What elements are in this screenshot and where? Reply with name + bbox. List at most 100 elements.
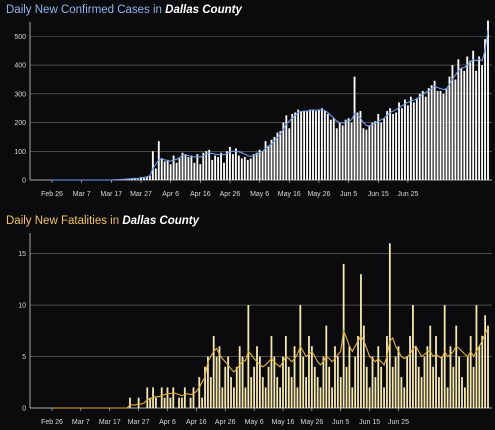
cases-bar — [184, 154, 187, 180]
fatalities-bar — [129, 397, 131, 408]
cases-x-tick-label: May 6 — [250, 191, 269, 198]
fatalities-bar — [235, 366, 238, 408]
cases-title-prefix: Daily New Confirmed Cases in — [6, 4, 162, 16]
cases-y-tick-label: 400 — [14, 63, 26, 70]
fatalities-bar — [417, 366, 420, 408]
fatalities-bar — [261, 377, 264, 408]
cases-bar — [338, 122, 341, 180]
cases-x-tick-label: Jun 15 — [368, 191, 389, 198]
cases-bar — [487, 20, 489, 181]
fatalities-bar — [380, 366, 383, 408]
fatalities-bar — [287, 366, 290, 408]
cases-bar — [469, 60, 472, 181]
fatalities-bar — [443, 305, 446, 408]
cases-bar — [309, 109, 311, 180]
fatalities-bar — [308, 335, 310, 408]
cases-bar — [404, 99, 406, 180]
cases-x-tick-label: Mar 7 — [73, 191, 91, 198]
fatalities-x-tick-label: Jun 15 — [359, 419, 380, 426]
fatalities-bar — [478, 346, 481, 408]
cases-bar — [249, 158, 252, 180]
cases-bar — [389, 108, 392, 180]
cases-bar — [234, 148, 237, 180]
cases-bar — [154, 168, 157, 180]
fatalities-title-place: Dallas County — [122, 215, 200, 227]
cases-bar — [386, 111, 389, 180]
fatalities-bar — [360, 274, 362, 408]
fatalities-bar — [481, 335, 484, 408]
fatalities-y-tick-label: 10 — [18, 303, 26, 310]
fatalities-bar — [149, 397, 152, 408]
fatalities-bar — [388, 243, 391, 408]
cases-bar — [193, 162, 196, 180]
cases-bar — [436, 90, 439, 180]
cases-bar — [380, 122, 383, 180]
fatalities-bar — [334, 346, 336, 408]
fatalities-bar — [446, 387, 449, 408]
cases-bar — [273, 136, 276, 180]
cases-bar — [326, 113, 329, 180]
cases-bar — [368, 125, 371, 180]
cases-bar — [258, 149, 261, 180]
cases-x-tick-label: Feb 26 — [41, 191, 63, 198]
cases-bar — [232, 154, 234, 180]
fatalities-bar — [181, 397, 183, 408]
fatalities-bar — [178, 397, 180, 408]
fatalities-bar — [354, 356, 357, 408]
cases-x-tick-label: Jun 25 — [397, 191, 418, 198]
fatalities-bar — [310, 346, 313, 408]
cases-chart: 0 100 200 300 400 500 Feb 26 Mar 7 Mar 17 Mar 27 A… — [14, 20, 492, 198]
cases-bar — [288, 128, 291, 180]
fatalities-bar — [316, 377, 319, 408]
fatalities-bar — [282, 356, 284, 408]
fatalities-bar — [357, 335, 359, 408]
cases-bar — [279, 131, 282, 180]
cases-bar — [371, 122, 374, 180]
fatalities-bar — [455, 325, 458, 408]
fatalities-bar — [207, 356, 209, 408]
fatalities-bar — [484, 315, 487, 408]
fatalities-bar — [270, 335, 273, 408]
cases-bar — [276, 132, 279, 180]
cases-bar — [442, 93, 445, 180]
cases-bar — [472, 50, 475, 181]
fatalities-bar — [400, 377, 403, 408]
cases-bar — [187, 157, 190, 180]
fatalities-bar — [204, 366, 206, 408]
cases-bar — [220, 152, 222, 180]
fatalities-bar — [250, 377, 253, 408]
cases-x-tick-label: Mar 27 — [130, 191, 152, 198]
cases-bar — [190, 155, 193, 180]
cases-bar — [169, 164, 172, 180]
cases-bar — [329, 119, 332, 180]
fatalities-chart: 0 5 10 15 Feb 26 Mar 7 Mar 17 Mar 27 Apr 6 Apr 16… — [18, 233, 492, 426]
cases-bar — [478, 56, 481, 180]
fatalities-bar — [305, 377, 307, 408]
cases-bar — [475, 70, 478, 180]
fatalities-bar — [328, 366, 331, 408]
fatalities-bar — [406, 356, 409, 408]
cases-bar — [356, 112, 359, 180]
fatalities-bar — [215, 356, 218, 408]
fatalities-bar — [362, 325, 365, 408]
cases-bar — [264, 141, 267, 180]
cases-bar — [460, 67, 463, 180]
cases-bar — [211, 159, 214, 180]
cases-bar — [463, 70, 466, 180]
cases-bar — [335, 128, 338, 180]
cases-bar — [315, 111, 317, 180]
fatalities-bar — [377, 346, 380, 408]
fatalities-bar — [325, 325, 328, 408]
cases-title-place: Dallas County — [165, 4, 242, 16]
cases-bar — [344, 119, 347, 180]
cases-bar — [312, 109, 314, 180]
fatalities-bar — [209, 377, 212, 408]
fatalities-trend-line — [52, 327, 489, 409]
fatalities-bar — [218, 346, 221, 408]
cases-y-tick-label: 300 — [14, 91, 26, 98]
fatalities-bar — [230, 377, 232, 408]
cases-bar — [353, 76, 356, 180]
cases-bar — [137, 179, 139, 180]
fatalities-y-tick-label: 15 — [18, 251, 26, 258]
fatalities-bar — [296, 387, 299, 408]
